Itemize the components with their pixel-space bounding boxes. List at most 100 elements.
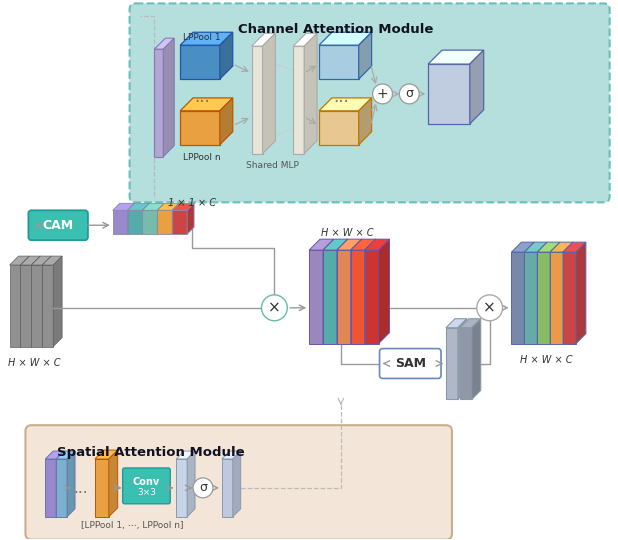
Polygon shape (337, 239, 362, 250)
Polygon shape (95, 450, 117, 459)
Polygon shape (187, 204, 194, 234)
Polygon shape (524, 242, 547, 252)
Polygon shape (337, 239, 348, 343)
Text: ...: ... (333, 88, 349, 106)
Polygon shape (319, 98, 371, 111)
Polygon shape (176, 451, 195, 459)
FancyBboxPatch shape (25, 425, 452, 539)
Polygon shape (20, 256, 40, 265)
Polygon shape (304, 33, 317, 153)
Text: LPPool n: LPPool n (183, 153, 221, 161)
FancyBboxPatch shape (379, 349, 441, 379)
Polygon shape (32, 256, 51, 265)
Polygon shape (45, 459, 56, 517)
Text: ...: ... (194, 88, 210, 106)
Polygon shape (563, 242, 586, 252)
Text: CAM: CAM (43, 219, 74, 232)
Polygon shape (163, 38, 174, 157)
Text: LPPool 1: LPPool 1 (183, 33, 221, 42)
Polygon shape (158, 210, 172, 234)
Polygon shape (428, 64, 470, 124)
Polygon shape (233, 451, 240, 517)
Polygon shape (42, 256, 62, 265)
Text: ×: × (483, 300, 496, 315)
Polygon shape (252, 46, 263, 153)
Polygon shape (319, 32, 371, 45)
Text: σ: σ (199, 481, 207, 495)
Polygon shape (56, 451, 75, 459)
Polygon shape (56, 459, 67, 517)
Polygon shape (512, 242, 535, 252)
Polygon shape (351, 239, 376, 250)
Polygon shape (550, 242, 573, 252)
Polygon shape (67, 451, 75, 517)
Polygon shape (56, 451, 64, 517)
Polygon shape (446, 319, 467, 328)
FancyBboxPatch shape (28, 210, 88, 240)
Polygon shape (323, 239, 348, 250)
Circle shape (399, 84, 419, 104)
Polygon shape (180, 32, 233, 45)
Polygon shape (351, 250, 365, 343)
Text: 1 × 1 × C: 1 × 1 × C (168, 198, 216, 208)
Polygon shape (112, 204, 135, 210)
Polygon shape (351, 239, 362, 343)
Text: Conv: Conv (133, 477, 160, 487)
Polygon shape (154, 49, 163, 157)
Text: H × W × C: H × W × C (321, 228, 373, 238)
Polygon shape (109, 450, 117, 517)
Polygon shape (252, 33, 276, 46)
Polygon shape (158, 204, 179, 210)
Polygon shape (158, 204, 164, 234)
Polygon shape (220, 98, 233, 145)
Polygon shape (319, 45, 358, 79)
Polygon shape (428, 50, 484, 64)
FancyBboxPatch shape (130, 3, 610, 202)
Polygon shape (460, 319, 481, 328)
Polygon shape (550, 242, 560, 343)
Polygon shape (32, 256, 40, 347)
Polygon shape (458, 319, 467, 400)
Polygon shape (323, 239, 334, 343)
Polygon shape (9, 256, 30, 265)
Text: [LPPool 1, ⋯, LPPool n]: [LPPool 1, ⋯, LPPool n] (82, 521, 184, 530)
Circle shape (193, 478, 213, 498)
Text: H × W × C: H × W × C (8, 357, 61, 368)
Polygon shape (294, 33, 317, 46)
Polygon shape (550, 252, 563, 343)
Polygon shape (563, 252, 576, 343)
Polygon shape (323, 250, 337, 343)
Polygon shape (524, 242, 535, 343)
Polygon shape (172, 210, 187, 234)
Polygon shape (309, 239, 334, 250)
Polygon shape (358, 98, 371, 145)
Polygon shape (176, 459, 187, 517)
Text: Shared MLP: Shared MLP (246, 160, 299, 170)
Polygon shape (180, 111, 220, 145)
Polygon shape (20, 265, 32, 347)
Text: +: + (377, 87, 388, 101)
Text: ...: ... (74, 481, 88, 496)
Polygon shape (172, 204, 194, 210)
Polygon shape (187, 451, 195, 517)
Polygon shape (294, 46, 304, 153)
Polygon shape (53, 256, 62, 347)
Polygon shape (32, 265, 42, 347)
Polygon shape (143, 204, 150, 234)
Polygon shape (358, 32, 371, 79)
Polygon shape (472, 319, 481, 400)
Polygon shape (379, 239, 389, 343)
Polygon shape (337, 250, 351, 343)
Text: H × W × C: H × W × C (520, 355, 572, 365)
Circle shape (476, 295, 502, 321)
Polygon shape (576, 242, 586, 343)
Text: 3×3: 3×3 (137, 488, 156, 497)
Polygon shape (222, 459, 233, 517)
Polygon shape (524, 252, 537, 343)
Text: ×: × (268, 300, 281, 315)
Polygon shape (154, 38, 174, 49)
Polygon shape (446, 328, 458, 400)
Polygon shape (180, 45, 220, 79)
Polygon shape (220, 32, 233, 79)
Polygon shape (127, 204, 135, 234)
